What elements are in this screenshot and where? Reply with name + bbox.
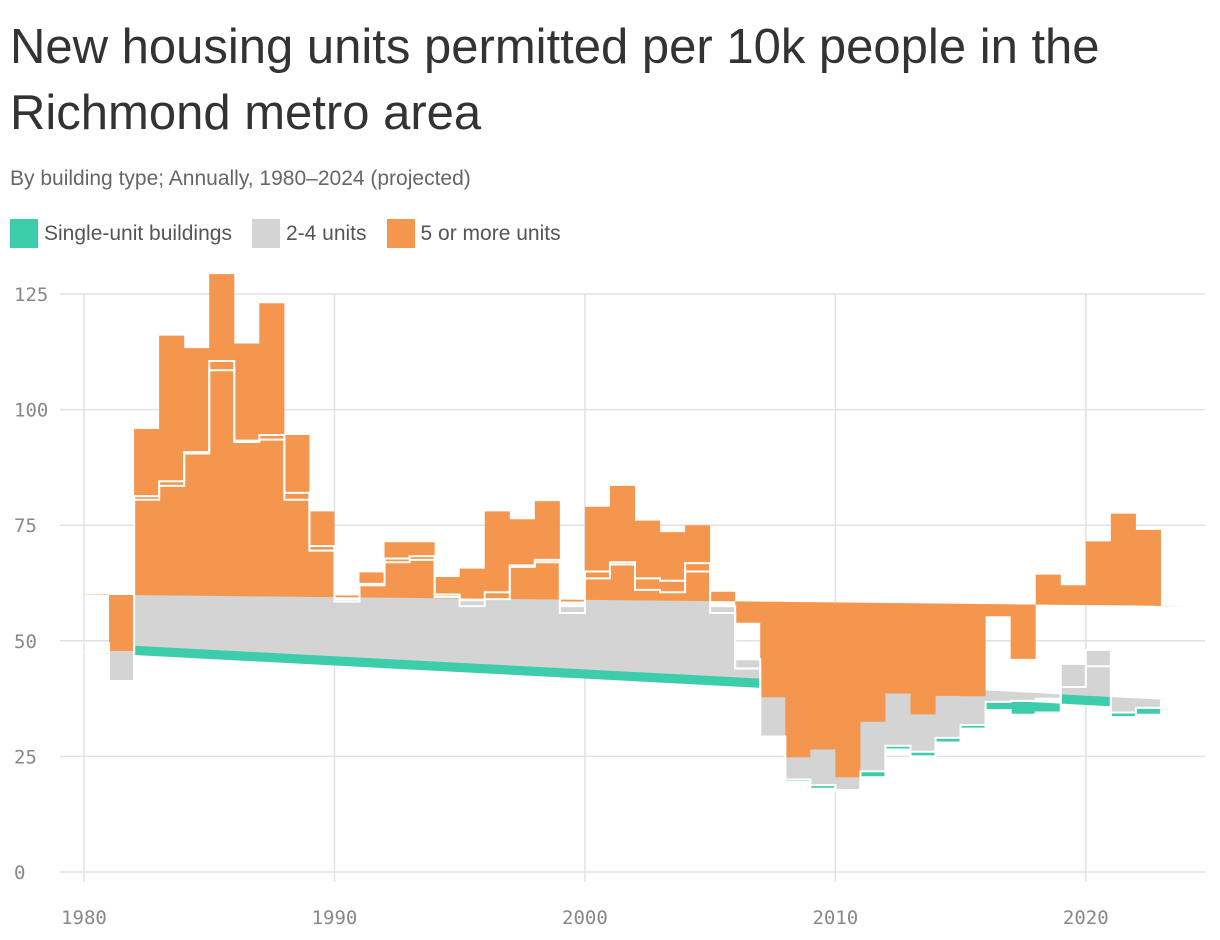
legend-swatch-2-4-units (251, 219, 280, 248)
chart-title: New housing units permitted per 10k peop… (10, 20, 1100, 140)
legend-label-5-or-more-units: 5 or more units (420, 221, 561, 245)
y-tick-label-75: 75 (14, 515, 37, 537)
x-tick-label-1990: 1990 (312, 907, 358, 929)
x-tick-label-2020: 2020 (1063, 907, 1109, 929)
x-tick-label-2010: 2010 (812, 907, 858, 929)
chart-subtitle: By building type; Annually, 1980–2024 (p… (10, 167, 471, 190)
y-tick-label-50: 50 (14, 631, 37, 653)
legend-swatch-5-or-more-units (386, 219, 415, 248)
y-tick-label-125: 125 (14, 284, 48, 306)
x-tick-label-2000: 2000 (562, 907, 608, 929)
x-tick-label-1980: 1980 (61, 907, 107, 929)
legend-label-single-unit: Single-unit buildings (44, 221, 232, 245)
y-tick-label-0: 0 (14, 862, 25, 884)
legend-label-2-4-units: 2-4 units (285, 221, 367, 245)
legend-swatch-single-unit (10, 219, 38, 248)
legend: Single-unit buildings 2-4 units 5 or mor… (10, 219, 581, 248)
y-tick-label-25: 25 (14, 746, 37, 768)
separator-2-4-units (84, 360, 1186, 792)
legend-item-single-unit: Single-unit buildings (10, 219, 232, 248)
legend-item-2-4-units: 2-4 units (251, 219, 367, 248)
area-5-or-more-units (84, 274, 1186, 778)
legend-item-5-or-more-units: 5 or more units (386, 219, 561, 248)
y-tick-label-100: 100 (14, 400, 48, 422)
